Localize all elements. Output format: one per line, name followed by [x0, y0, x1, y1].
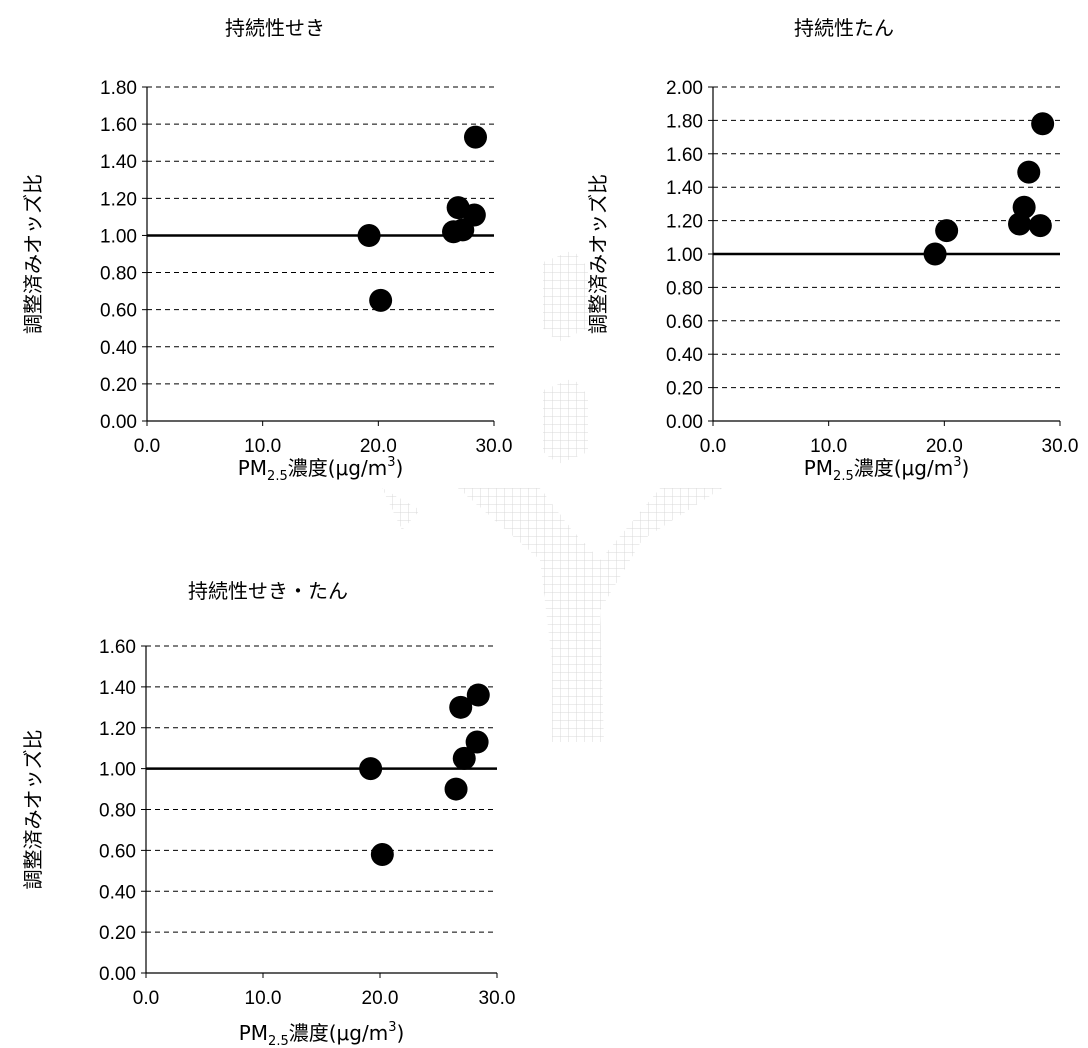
- y-tick-label: 1.60: [99, 637, 136, 658]
- data-point: [370, 842, 394, 866]
- y-tick-label: 0.20: [666, 379, 703, 400]
- x-tick-label: 10.0: [810, 436, 847, 457]
- chart-title: 持続性せき・たん: [188, 579, 348, 603]
- chart-persistent-phlegm: 持続性たん 0.00 0.20 0.40 0.60 0.80 1.00 1.20 1.40 1.6…: [586, 16, 1078, 484]
- chart-title: 持続性せき: [225, 16, 325, 40]
- y-tick-label: 0.00: [666, 412, 703, 433]
- y-tick-label: 1.00: [99, 760, 136, 781]
- x-axis-title-prefix: PM: [239, 1021, 268, 1045]
- y-tick-label: 0.00: [99, 964, 136, 985]
- data-point: [369, 288, 393, 312]
- x-axis-title: PM2.5濃度(μg/m3): [238, 455, 404, 484]
- data-point: [444, 777, 468, 801]
- y-tick-label: 0.80: [99, 801, 136, 822]
- y-tick-label: 1.40: [99, 678, 136, 699]
- data-point: [923, 242, 947, 266]
- x-axis-title-superscript: 3: [388, 1020, 396, 1035]
- y-axis-title: 調整済みオッズ比: [586, 174, 610, 334]
- chart-title: 持続性たん: [794, 16, 894, 40]
- y-tick-label: 0.60: [100, 301, 137, 322]
- y-tick-label: 0.60: [666, 312, 703, 333]
- data-point: [463, 125, 487, 149]
- y-tick-label: 1.80: [100, 78, 137, 99]
- y-axis-title: 調整済みオッズ比: [21, 174, 45, 334]
- y-tick-label: 1.80: [666, 111, 703, 132]
- chart-persistent-cough: 持続性せき 0.00 0.20 0.40 0.60 0.80 1.00 1.20 1.40 1.6…: [21, 16, 512, 484]
- y-tick-label: 1.20: [99, 719, 136, 740]
- x-axis-title-close: ): [961, 456, 969, 480]
- x-axis-title-suffix: 濃度(μg/m: [288, 456, 387, 480]
- data-point: [935, 219, 959, 243]
- data-point: [452, 746, 476, 770]
- y-tick-label: 1.40: [100, 152, 137, 173]
- x-axis-title-close: ): [396, 1021, 404, 1045]
- y-tick-label: 1.40: [666, 178, 703, 199]
- data-point: [462, 203, 486, 227]
- y-tick-label: 1.60: [666, 145, 703, 166]
- y-tick-label: 0.20: [99, 923, 136, 944]
- y-tick-label: 0.40: [100, 338, 137, 359]
- y-tick-label: 0.60: [99, 841, 136, 862]
- data-point: [466, 683, 490, 707]
- x-axis-title-subscript: 2.5: [268, 1034, 289, 1048]
- data-point: [357, 223, 381, 247]
- chart-persistent-cough-and-phlegm: 持続性せき・たん 0.00 0.20 0.40 0.60 0.80 1.00 1.20 1.40…: [21, 579, 515, 1048]
- x-tick-label: 0.0: [700, 436, 726, 457]
- x-axis-title-suffix: 濃度(μg/m: [854, 456, 953, 480]
- x-axis-title-suffix: 濃度(μg/m: [289, 1021, 388, 1045]
- x-tick-label: 30.0: [1042, 436, 1079, 457]
- data-point: [1012, 195, 1036, 219]
- y-tick-label: 1.00: [100, 226, 137, 247]
- y-tick-label: 1.20: [100, 189, 137, 210]
- y-tick-label: 0.80: [666, 278, 703, 299]
- x-tick-label: 10.0: [245, 988, 282, 1009]
- data-point: [359, 757, 383, 781]
- x-tick-label: 30.0: [479, 988, 516, 1009]
- x-axis-title-close: ): [395, 456, 403, 480]
- x-tick-label: 20.0: [926, 436, 963, 457]
- y-tick-label: 1.20: [666, 212, 703, 233]
- x-axis-title: PM2.5濃度(μg/m3): [804, 455, 970, 484]
- x-axis-title-subscript: 2.5: [833, 469, 854, 484]
- y-tick-label: 0.20: [100, 375, 137, 396]
- y-tick-label: 0.00: [100, 412, 137, 433]
- x-axis-title-superscript: 3: [953, 455, 961, 470]
- x-tick-label: 30.0: [476, 436, 513, 457]
- data-point: [1028, 214, 1052, 238]
- x-tick-label: 10.0: [244, 436, 281, 457]
- x-tick-label: 0.0: [134, 436, 160, 457]
- x-axis-title-prefix: PM: [804, 456, 833, 480]
- y-tick-label: 2.00: [666, 78, 703, 99]
- y-tick-label: 0.40: [666, 345, 703, 366]
- x-tick-label: 20.0: [360, 436, 397, 457]
- data-point: [1031, 112, 1055, 136]
- y-tick-label: 0.40: [99, 882, 136, 903]
- y-tick-label: 1.60: [100, 115, 137, 136]
- x-axis-title-subscript: 2.5: [267, 469, 288, 484]
- y-tick-label: 1.00: [666, 245, 703, 266]
- y-axis-title: 調整済みオッズ比: [21, 730, 45, 890]
- x-axis-title-superscript: 3: [387, 455, 395, 470]
- background-watermark: [382, 250, 722, 742]
- data-point: [1017, 160, 1041, 184]
- y-tick-label: 0.80: [100, 264, 137, 285]
- x-axis-title-prefix: PM: [238, 456, 267, 480]
- x-tick-label: 0.0: [133, 988, 159, 1009]
- x-axis-title: PM2.5濃度(μg/m3): [239, 1020, 405, 1048]
- x-tick-label: 20.0: [362, 988, 399, 1009]
- data-point: [449, 695, 473, 719]
- data-point: [465, 730, 489, 754]
